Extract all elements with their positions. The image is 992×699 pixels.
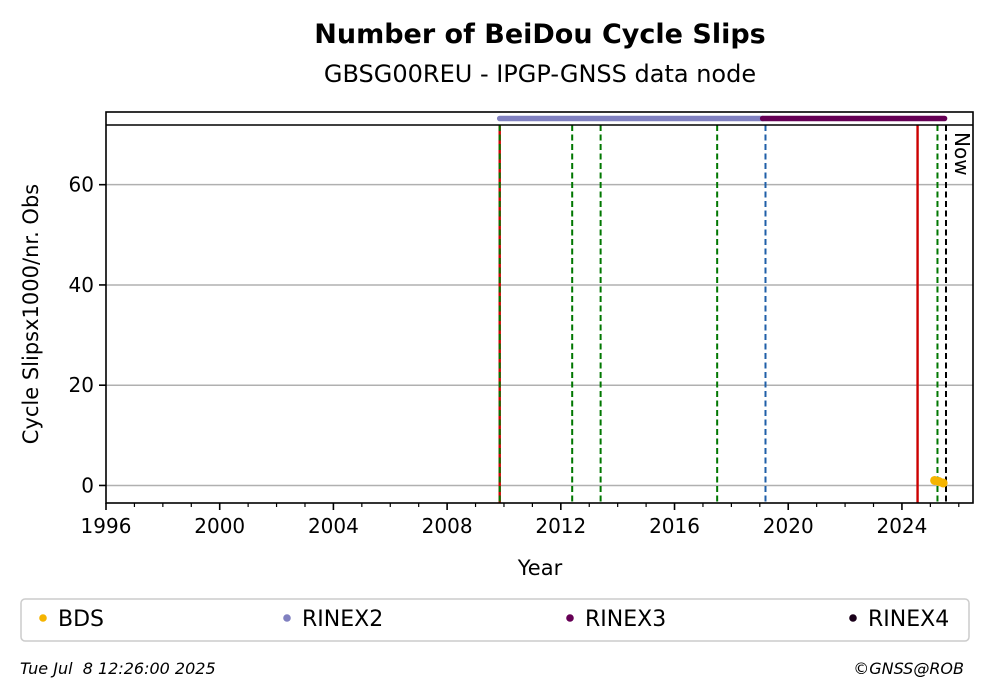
x-tick-label-2020: 2020	[763, 514, 814, 538]
event-lines	[498, 125, 947, 503]
legend-marker-rinex4	[849, 614, 857, 622]
data-series	[496, 115, 948, 488]
chart-subtitle: GBSG00REU - IPGP-GNSS data node	[324, 60, 756, 88]
plot-frame	[105, 111, 974, 504]
legend-label-bds: BDS	[58, 607, 104, 632]
x-tick-label-2024: 2024	[876, 514, 927, 538]
grid	[106, 183, 973, 487]
legend-label-rinex2: RINEX2	[302, 607, 383, 632]
plot-area	[106, 112, 973, 503]
x-tick-label-2004: 2004	[308, 514, 359, 538]
x-tick-label-2008: 2008	[422, 514, 473, 538]
x-tick-label-1996: 1996	[81, 514, 132, 538]
x-tick-label-2012: 2012	[535, 514, 586, 538]
legend-label-rinex4: RINEX4	[868, 607, 949, 632]
x-axis: 1996 2000 2004 2008 2012 2016 2020 2024	[81, 503, 960, 538]
legend-marker-rinex2	[283, 614, 291, 622]
footer-timestamp: Tue Jul 8 12:26:00 2025	[20, 659, 216, 678]
legend-marker-rinex3	[566, 614, 574, 622]
now-label: Now	[950, 132, 974, 176]
point-bds-2	[938, 478, 948, 488]
legend-entries: BDS RINEX2 RINEX3 RINEX4	[39, 607, 949, 632]
footer-credit: ©GNSS@ROB	[853, 659, 964, 678]
y-tick-label-0: 0	[81, 473, 94, 497]
x-tick-label-2000: 2000	[194, 514, 245, 538]
y-tick-label-40: 40	[69, 273, 94, 297]
y-tick-label-20: 20	[69, 373, 94, 397]
legend-marker-bds	[39, 614, 47, 622]
legend	[20, 598, 970, 642]
legend-label-rinex3: RINEX3	[585, 607, 666, 632]
x-axis-label: Year	[517, 556, 563, 580]
chart-title: Number of BeiDou Cycle Slips	[314, 19, 765, 50]
y-tick-label-60: 60	[69, 173, 94, 197]
x-tick-label-2016: 2016	[649, 514, 700, 538]
y-axis-label: Cycle Slipsx1000/nr. Obs	[19, 184, 43, 444]
y-axis: 0 20 40 60	[69, 173, 106, 497]
